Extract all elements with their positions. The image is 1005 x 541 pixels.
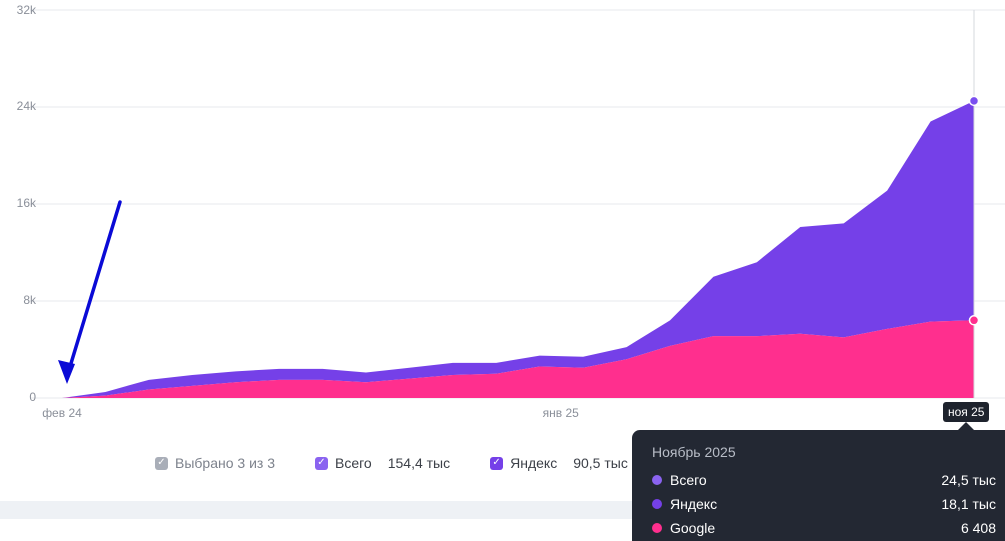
tooltip-row-name: Всего [670, 472, 707, 488]
legend-item-value: 90,5 тыс [573, 455, 628, 471]
tooltip-row-google: Google 6 408 [652, 516, 996, 540]
x-tick-label: фев 24 [42, 406, 82, 420]
chart-areas [62, 100, 974, 398]
legend-summary-label: Выбрано 3 из 3 [175, 455, 275, 471]
series-dot-icon [652, 475, 662, 485]
legend: ✓ Выбрано 3 из 3 ✓ Всего 154,4 тыс ✓ Янд… [155, 452, 668, 474]
hover-layer [968, 10, 980, 398]
y-tick-label: 0 [29, 390, 36, 404]
series-dot-icon [652, 499, 662, 509]
legend-item-label: Всего [335, 455, 372, 471]
hover-marker-google [968, 315, 980, 326]
tooltip-row-yandex: Яндекс 18,1 тыс [652, 492, 996, 516]
series-area-google [62, 320, 974, 398]
checkbox-icon[interactable]: ✓ [315, 456, 328, 470]
legend-item-total[interactable]: ✓ Всего 154,4 тыс [315, 455, 450, 471]
tooltip-title: Ноябрь 2025 [652, 444, 736, 460]
legend-summary[interactable]: ✓ Выбрано 3 из 3 [155, 455, 275, 471]
axis-labels: 0 8k 16k 24k 32k фев 24 янв 25 [17, 3, 579, 420]
tooltip-row-total: Всего 24,5 тыс [652, 468, 996, 492]
tooltip-row-value: 18,1 тыс [941, 496, 996, 512]
tooltip-row-value: 6 408 [960, 520, 996, 536]
series-dot-icon [652, 523, 662, 533]
tooltip-row-name: Google [670, 520, 716, 536]
y-tick-label: 16k [17, 196, 37, 210]
annotation-layer [58, 200, 122, 384]
legend-item-value: 154,4 тыс [387, 455, 451, 471]
checkbox-icon[interactable]: ✓ [155, 456, 168, 470]
tooltip-row-name: Яндекс [670, 496, 718, 512]
legend-item-yandex[interactable]: ✓ Яндекс 90,5 тыс [490, 455, 628, 471]
series-area-yandex [62, 100, 974, 398]
hover-marker-total [968, 95, 980, 107]
annotation-arrow-head [58, 360, 75, 384]
tooltip: Ноябрь 2025 Всего 24,5 тыс Яндекс 18,1 т… [632, 422, 1005, 541]
annotation-arrow-shaft [67, 200, 122, 372]
tooltip-row-value: 24,5 тыс [941, 472, 996, 488]
checkbox-icon[interactable]: ✓ [490, 456, 504, 470]
hover-x-label: ноя 25 [943, 402, 990, 422]
y-tick-label: 32k [17, 3, 37, 17]
legend-item-label: Яндекс [510, 455, 558, 471]
tooltip-caret [958, 422, 974, 430]
y-tick-label: 8k [23, 293, 37, 307]
y-tick-label: 24k [17, 99, 37, 113]
x-tick-label: янв 25 [543, 406, 580, 420]
